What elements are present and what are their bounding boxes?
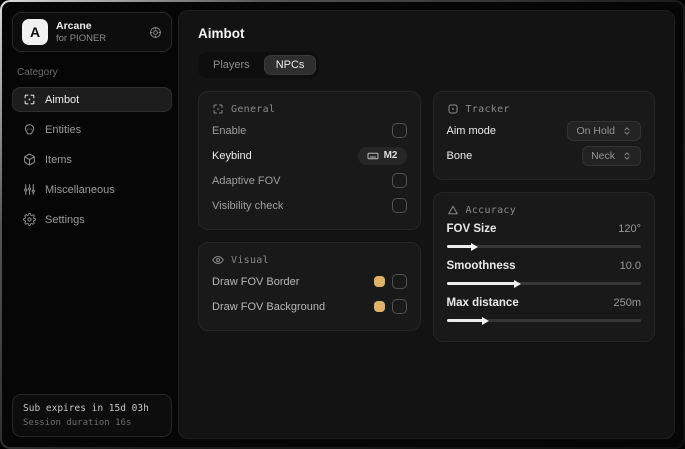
- setting-row-smoothness: Smoothness 10.0: [446, 256, 641, 285]
- setting-row-enable: Enable: [212, 118, 407, 143]
- app-name: Arcane: [56, 20, 92, 32]
- smoothness-slider[interactable]: [446, 282, 641, 285]
- setting-label: Draw FOV Border: [212, 275, 300, 288]
- sidebar-item-items[interactable]: Items: [12, 147, 172, 172]
- scan-icon: [23, 93, 36, 106]
- keybind-value: M2: [383, 150, 398, 161]
- section-title: Accuracy: [465, 204, 517, 216]
- slider-fill: [446, 282, 515, 285]
- chevron-up-down-icon: [622, 151, 632, 161]
- sidebar-item-label: Settings: [45, 213, 85, 226]
- fov-border-checkbox[interactable]: [391, 274, 407, 289]
- category-label: Category: [17, 67, 58, 78]
- sidebar-item-label: Items: [45, 153, 72, 166]
- setting-label: Keybind: [212, 149, 252, 162]
- setting-label: Max distance: [446, 297, 519, 309]
- adaptive-fov-checkbox[interactable]: [391, 173, 407, 188]
- tab-npcs[interactable]: NPCs: [263, 55, 317, 75]
- category-nav: Aimbot Entities: [12, 87, 172, 232]
- max-distance-value: 250m: [613, 297, 641, 309]
- setting-row-adaptive-fov: Adaptive FOV: [212, 168, 407, 193]
- slider-fill: [446, 245, 472, 248]
- general-section: General Enable Keybind: [198, 91, 421, 230]
- sidebar-item-label: Miscellaneous: [45, 183, 115, 196]
- tab-players[interactable]: Players: [213, 59, 250, 71]
- eye-icon: [212, 254, 224, 266]
- fov-size-value: 120°: [618, 223, 641, 235]
- keybind-button[interactable]: M2: [357, 146, 407, 165]
- setting-row-fov-background: Draw FOV Background: [212, 294, 407, 319]
- accuracy-section: Accuracy FOV Size 120° Smoothnes: [432, 192, 655, 342]
- visibility-check-checkbox[interactable]: [391, 198, 407, 213]
- app-logo: A: [22, 19, 48, 45]
- setting-label: Enable: [212, 124, 247, 137]
- bone-select[interactable]: Neck: [582, 145, 641, 166]
- app-subtitle: for PIONER: [56, 32, 107, 44]
- setting-row-aim-mode: Aim mode On Hold: [446, 118, 641, 143]
- setting-row-keybind: Keybind M2: [212, 143, 407, 168]
- section-title: Tracker: [465, 103, 510, 115]
- chevron-up-down-icon: [622, 126, 632, 136]
- section-title: General: [231, 103, 276, 115]
- color-swatch[interactable]: [373, 276, 385, 287]
- sidebar-item-label: Aimbot: [45, 93, 80, 106]
- visual-section: Visual Draw FOV Border Draw FOV Backgrou…: [198, 242, 421, 331]
- setting-row-fov-border: Draw FOV Border: [212, 269, 407, 294]
- bone-value: Neck: [591, 149, 615, 162]
- setting-label: Aim mode: [446, 124, 497, 137]
- aim-mode-value: On Hold: [576, 124, 615, 137]
- fov-background-checkbox[interactable]: [391, 299, 407, 314]
- sidebar-item-entities[interactable]: Entities: [12, 117, 172, 142]
- max-distance-slider[interactable]: [446, 319, 641, 322]
- setting-row-visibility-check: Visibility check: [212, 193, 407, 218]
- enable-checkbox[interactable]: [391, 123, 407, 138]
- package-icon: [23, 153, 36, 166]
- sub-expires-text: Sub expires in 15d 03h: [23, 403, 149, 414]
- main-panel: Aimbot Players NPCs Genera: [178, 10, 675, 439]
- keyboard-icon: [367, 150, 379, 162]
- section-title: Visual: [231, 254, 269, 266]
- scan-icon: [212, 103, 224, 115]
- settings-icon[interactable]: [149, 26, 162, 39]
- setting-row-max-distance: Max distance 250m: [446, 293, 641, 322]
- setting-row-bone: Bone Neck: [446, 143, 641, 168]
- gear-icon: [23, 213, 36, 226]
- setting-label: Draw FOV Background: [212, 300, 326, 313]
- setting-label: Smoothness: [446, 260, 516, 272]
- fov-size-slider[interactable]: [446, 245, 641, 248]
- setting-label: FOV Size: [446, 223, 497, 235]
- focus-icon: [447, 103, 459, 115]
- setting-label: Bone: [446, 149, 473, 162]
- sliders-icon: [23, 183, 36, 196]
- sidebar-item-settings[interactable]: Settings: [12, 207, 172, 232]
- setting-label: Adaptive FOV: [212, 174, 281, 187]
- sidebar: A Arcane for PIONER Category: [12, 12, 172, 437]
- aim-mode-select[interactable]: On Hold: [567, 120, 641, 141]
- tracker-section: Tracker Aim mode On Hold: [432, 91, 655, 180]
- color-swatch[interactable]: [373, 301, 385, 312]
- session-duration-text: Session duration 16s: [23, 418, 132, 428]
- app-header: A Arcane for PIONER: [12, 12, 172, 52]
- slider-fill: [446, 319, 484, 322]
- page-title: Aimbot: [198, 26, 245, 41]
- setting-label: Visibility check: [212, 199, 284, 212]
- sidebar-item-aimbot[interactable]: Aimbot: [12, 87, 172, 112]
- delta-icon: [447, 204, 459, 216]
- setting-row-fov-size: FOV Size 120°: [446, 219, 641, 248]
- skull-icon: [23, 123, 36, 136]
- smoothness-value: 10.0: [619, 260, 641, 272]
- sidebar-item-miscellaneous[interactable]: Miscellaneous: [12, 177, 172, 202]
- sidebar-item-label: Entities: [45, 123, 82, 136]
- target-tabs: Players NPCs: [198, 52, 320, 78]
- subscription-status: Sub expires in 15d 03h Session duration …: [12, 394, 172, 437]
